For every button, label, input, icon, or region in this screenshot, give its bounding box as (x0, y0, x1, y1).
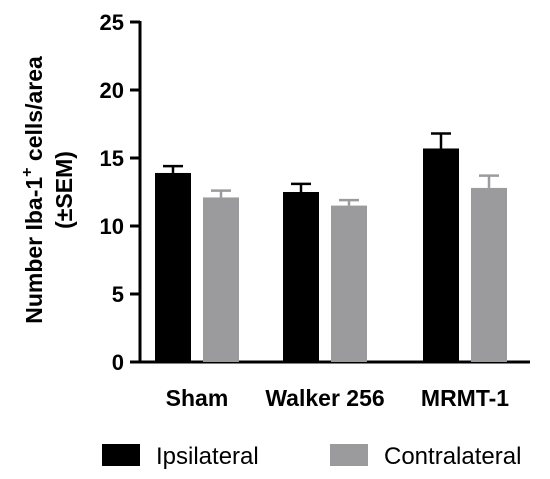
legend-swatch-ipsilateral (102, 444, 140, 466)
legend: Ipsilateral Contralateral (102, 443, 521, 470)
y-axis-title: Number Iba-1+ cells/area (±SEM) (19, 56, 77, 324)
y-axis-title-line2: (±SEM) (51, 151, 77, 229)
bar-ipsilateral (423, 148, 459, 362)
y-axis-title-line1: Number Iba-1+ cells/area (19, 56, 47, 324)
bar-ipsilateral (283, 192, 319, 362)
bar-contralateral (331, 205, 367, 362)
y-tick-label: 25 (100, 10, 124, 35)
legend-swatch-contralateral (330, 444, 368, 466)
x-category-label: Walker 256 (265, 385, 384, 411)
y-tick-label: 10 (100, 214, 124, 239)
y-axis-title-main: Number Iba-1 (21, 177, 47, 324)
bar-contralateral (203, 197, 239, 362)
bar-contralateral (471, 187, 507, 362)
y-axis-title-end: cells/area (21, 56, 47, 167)
y-axis-title-superscript: + (19, 167, 36, 176)
bars (155, 132, 507, 362)
y-tick-label: 5 (112, 282, 124, 307)
y-tick-label: 20 (100, 78, 124, 103)
legend-label-contralateral: Contralateral (384, 443, 521, 470)
y-tick-label: 15 (100, 146, 124, 171)
bar-ipsilateral (155, 172, 191, 362)
legend-label-ipsilateral: Ipsilateral (156, 443, 259, 470)
x-category-label: MRMT-1 (421, 385, 509, 411)
x-category-label: Sham (166, 385, 229, 411)
y-axis: 0 5 10 15 20 25 (100, 10, 142, 375)
y-tick-label: 0 (112, 350, 124, 375)
category-labels: Sham Walker 256 MRMT-1 (166, 385, 510, 411)
